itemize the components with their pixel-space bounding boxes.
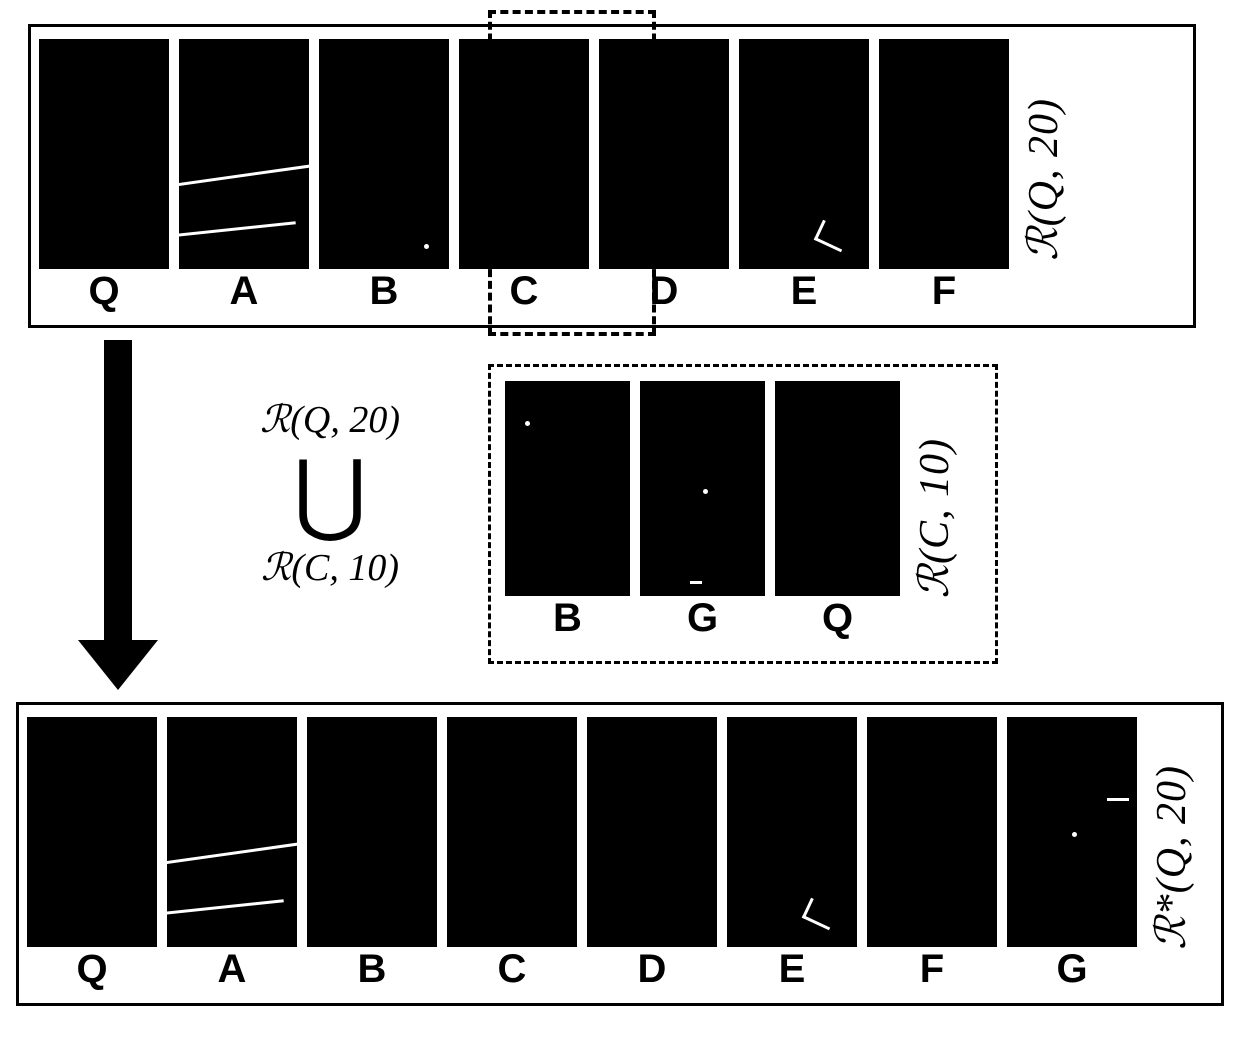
thumbnail (739, 39, 869, 269)
image-item-c: C (447, 717, 577, 989)
union-expression: ℛ(Q, 20) ⋃ ℛ(C, 10) (220, 400, 440, 590)
image-item-q: Q (39, 39, 169, 311)
thumbnail (27, 717, 157, 947)
thumbnail (459, 39, 589, 269)
thumbnail (319, 39, 449, 269)
row2-side-label: ℛ(C, 10) (910, 438, 959, 599)
image-item-d: D (599, 39, 729, 311)
thumbnail (307, 717, 437, 947)
image-item-q: Q (775, 381, 900, 638)
row1-side-label: ℛ(Q, 20) (1019, 98, 1068, 261)
thumbnail (179, 39, 309, 269)
thumbnail (447, 717, 577, 947)
image-item-g: G (1007, 717, 1137, 989)
image-item-g: G (640, 381, 765, 638)
image-item-f: F (867, 717, 997, 989)
thumbnail (505, 381, 630, 596)
item-label: F (920, 949, 944, 989)
image-item-a: A (167, 717, 297, 989)
item-label: A (230, 271, 259, 311)
row1-box: Q A B C D E F ℛ(Q, 20) (28, 24, 1196, 328)
image-item-e: E (727, 717, 857, 989)
image-item-b: B (319, 39, 449, 311)
item-label: B (553, 598, 582, 638)
thumbnail (775, 381, 900, 596)
item-label: B (358, 949, 387, 989)
arrow-head-icon (78, 640, 158, 690)
thumbnail (879, 39, 1009, 269)
union-bottom: ℛ(C, 10) (261, 547, 399, 589)
item-label: Q (76, 949, 107, 989)
item-label: C (498, 949, 527, 989)
row1-items: QABCDEF (39, 39, 1009, 311)
item-label: A (218, 949, 247, 989)
item-label: F (932, 271, 956, 311)
flow-arrow (78, 340, 158, 690)
row2-items: BGQ (505, 381, 900, 638)
thumbnail (867, 717, 997, 947)
image-item-b: B (505, 381, 630, 638)
item-label: C (510, 271, 539, 311)
image-item-q: Q (27, 717, 157, 989)
thumbnail (599, 39, 729, 269)
row3-items: QABCDEFG (27, 717, 1137, 989)
image-item-f: F (879, 39, 1009, 311)
item-label: Q (88, 271, 119, 311)
thumbnail (727, 717, 857, 947)
image-item-b: B (307, 717, 437, 989)
row3-side-label: ℛ*(Q, 20) (1147, 765, 1196, 950)
thumbnail (587, 717, 717, 947)
row2-box: B G Q ℛ(C, 10) (488, 364, 998, 664)
image-item-e: E (739, 39, 869, 311)
image-item-c: C (459, 39, 589, 311)
thumbnail (1007, 717, 1137, 947)
item-label: G (687, 598, 718, 638)
item-label: G (1056, 949, 1087, 989)
item-label: B (370, 271, 399, 311)
arrow-shaft (104, 340, 132, 640)
thumbnail (39, 39, 169, 269)
item-label: D (638, 949, 667, 989)
union-symbol-icon: ⋃ (220, 450, 440, 540)
diagram-container: QABCDEF ℛ(Q, 20) ℛ(Q, 20) ⋃ ℛ(C, 10) BGQ… (0, 0, 1240, 1045)
item-label: E (779, 949, 806, 989)
item-label: Q (822, 598, 853, 638)
image-item-a: A (179, 39, 309, 311)
thumbnail (167, 717, 297, 947)
row3-box: Q A B C D E F G ℛ*(Q, 20) (16, 702, 1224, 1006)
item-label: D (650, 271, 679, 311)
item-label: E (791, 271, 818, 311)
union-top: ℛ(Q, 20) (260, 399, 400, 441)
image-item-d: D (587, 717, 717, 989)
thumbnail (640, 381, 765, 596)
